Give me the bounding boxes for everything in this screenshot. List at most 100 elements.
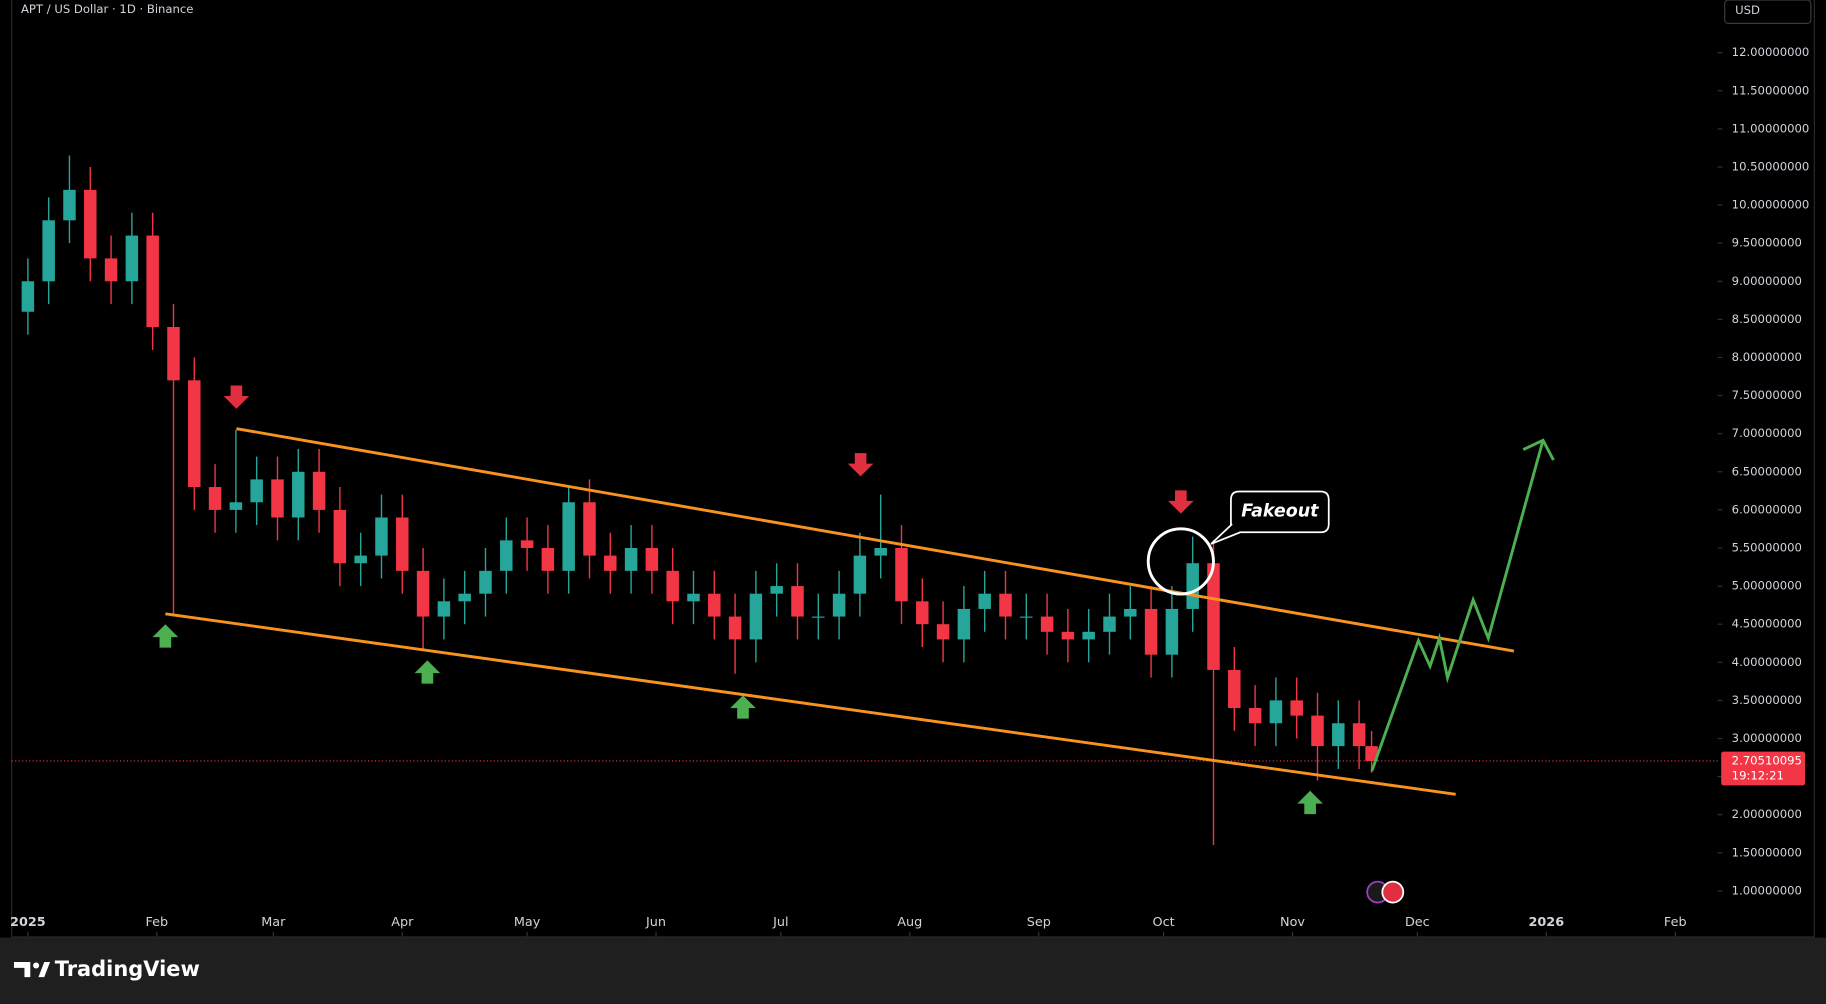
callout-tail: [1210, 523, 1241, 545]
candle-body: [1186, 563, 1199, 609]
x-tick-label: 2025: [10, 915, 46, 930]
x-tick-label: May: [514, 915, 541, 930]
buy-arrow: [730, 695, 756, 719]
candle-body: [1020, 616, 1033, 618]
upper-trendline: [236, 427, 1515, 653]
footer-bar: [0, 937, 1826, 1004]
drawings: [165, 427, 1555, 796]
candle-body: [832, 593, 846, 617]
sell-arrow: [1168, 490, 1194, 514]
candle-body: [416, 570, 430, 617]
buy-arrow: [152, 624, 179, 648]
candle-body: [396, 517, 409, 571]
candle-body: [812, 616, 825, 618]
candle-body: [208, 487, 222, 510]
candle-body: [1207, 563, 1220, 670]
candle-body: [791, 586, 804, 617]
x-tick-label: Mar: [261, 915, 286, 930]
logo-mark: [38, 961, 51, 978]
last-price-label: 2.70510095: [1732, 753, 1802, 767]
candle-body: [749, 593, 763, 640]
y-tick-label: 6.50000000: [1732, 464, 1802, 478]
candle-body: [1290, 700, 1303, 716]
y-tick-label: 11.50000000: [1732, 83, 1810, 97]
logo-mark: [33, 962, 40, 969]
sell-arrow: [223, 385, 250, 409]
x-tick-label: Sep: [1027, 915, 1051, 930]
candle-body: [375, 517, 388, 556]
y-tick-label: 7.50000000: [1732, 388, 1802, 402]
candle-body: [271, 479, 284, 518]
y-tick-label: 1.00000000: [1732, 883, 1802, 897]
y-tick-label: 10.00000000: [1732, 198, 1810, 212]
x-tick-label: Apr: [391, 915, 414, 930]
x-tick-label: Aug: [897, 915, 922, 930]
candle-body: [562, 502, 575, 571]
y-tick-label: 4.50000000: [1732, 617, 1802, 631]
candle-body: [333, 509, 347, 564]
y-tick-label: 11.00000000: [1732, 121, 1810, 135]
candle-body: [1269, 700, 1283, 724]
candle-body: [624, 547, 638, 571]
candle-body: [1352, 723, 1366, 747]
logo-mark: [13, 961, 31, 978]
candle-body: [708, 593, 721, 617]
candle-body: [1165, 608, 1179, 655]
x-tick-label: Nov: [1280, 915, 1305, 930]
candle-body: [728, 616, 742, 640]
y-tick-label: 9.50000000: [1732, 236, 1802, 250]
candle-body: [1103, 616, 1116, 632]
candle-body: [1332, 723, 1345, 747]
candle-body: [104, 258, 118, 282]
y-tick-label: 10.50000000: [1732, 159, 1810, 173]
buy-arrow: [414, 660, 441, 684]
signal-arrows: [152, 385, 1323, 815]
candle-body: [916, 601, 929, 625]
x-tick-label: Dec: [1405, 915, 1430, 930]
y-tick-label: 3.50000000: [1732, 693, 1802, 707]
candle-body: [146, 235, 159, 327]
last-price-box: [1721, 751, 1806, 786]
candle-body: [1311, 715, 1324, 747]
candle-body: [42, 220, 55, 282]
candle-body: [645, 547, 659, 571]
y-tick-label: 8.00000000: [1732, 350, 1802, 364]
sell-arrow: [847, 453, 874, 477]
candle-body: [936, 624, 950, 640]
candle-body: [1228, 669, 1241, 709]
y-tick-label: 3.00000000: [1732, 731, 1802, 745]
candle-body: [437, 601, 451, 617]
x-tick-label: Oct: [1153, 915, 1175, 930]
currency-label[interactable]: USD: [1735, 3, 1760, 17]
highlight-circle: [1146, 527, 1215, 596]
lower-trendline: [165, 612, 1456, 796]
candle-body: [63, 189, 76, 221]
candle-body: [167, 326, 180, 381]
candle-body: [1040, 616, 1054, 632]
y-tick-label: 6.00000000: [1732, 502, 1802, 516]
candle-body: [957, 608, 971, 640]
y-tick-label: 7.00000000: [1732, 426, 1802, 440]
projection-arrowhead: [1522, 438, 1555, 461]
candle-body: [1248, 708, 1262, 724]
candle-body: [312, 471, 326, 510]
y-tick-label: 4.00000000: [1732, 655, 1802, 669]
y-tick-label: 5.00000000: [1732, 579, 1802, 593]
x-tick-label: Feb: [1664, 915, 1687, 930]
candle-body: [874, 547, 887, 556]
brand-logo: [13, 961, 51, 978]
x-tick-label: Jun: [645, 915, 666, 930]
x-tick-label: Jul: [772, 915, 788, 930]
countdown-label: 19:12:21: [1732, 769, 1784, 783]
x-tick-label: Feb: [145, 915, 168, 930]
currency-button[interactable]: [1724, 0, 1812, 24]
y-tick-label: 1.50000000: [1732, 845, 1802, 859]
x-tick-label: 2026: [1528, 915, 1564, 930]
candle-body: [1061, 631, 1075, 640]
candle-body: [1144, 608, 1158, 655]
candle-body: [500, 540, 513, 571]
series-layer: 1.000000001.500000002.000000002.50000000…: [10, 45, 1810, 937]
candle-body: [354, 555, 367, 564]
callout-box: [1230, 490, 1330, 534]
